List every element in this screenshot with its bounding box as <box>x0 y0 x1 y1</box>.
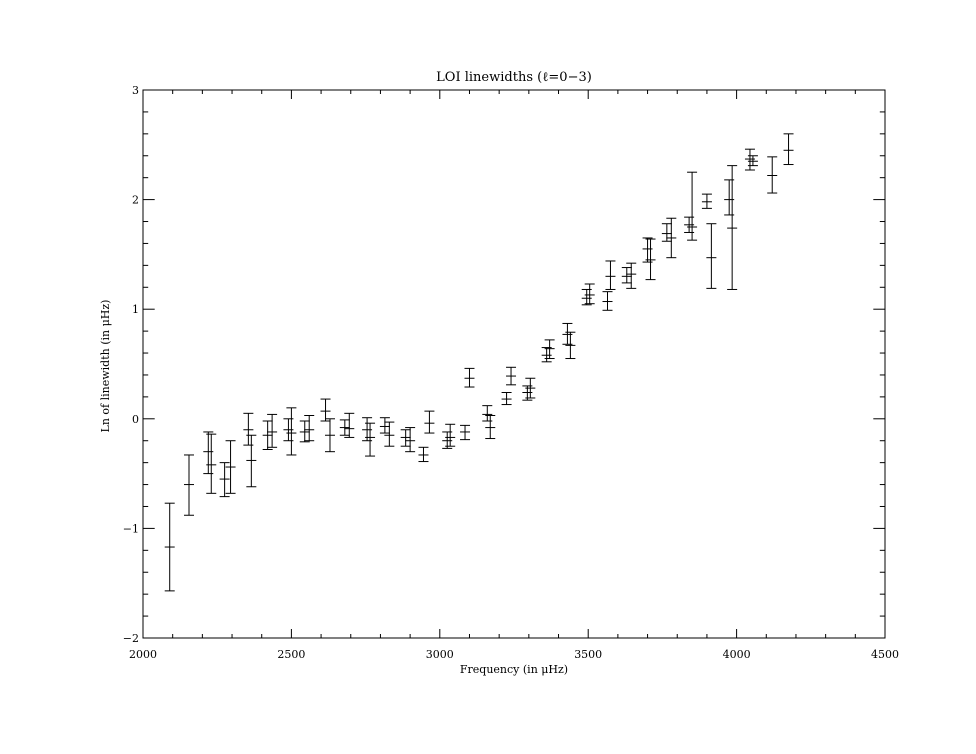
data-point <box>267 413 278 448</box>
data-point <box>666 217 677 259</box>
x-tick-label: 2000 <box>129 648 157 661</box>
data-point <box>605 260 616 290</box>
data-point <box>344 412 355 438</box>
data-point <box>262 420 273 450</box>
data-point <box>219 462 230 498</box>
data-point <box>506 366 517 386</box>
data-point <box>565 331 576 360</box>
data-point <box>203 431 214 475</box>
y-tick-label: 3 <box>132 84 139 97</box>
data-point <box>684 216 695 233</box>
data-point <box>384 421 395 447</box>
data-point <box>286 407 297 456</box>
data-point <box>706 223 717 289</box>
y-tick-label: 2 <box>132 194 139 207</box>
x-tick-label: 4000 <box>723 648 751 661</box>
data-point <box>701 193 712 209</box>
data-point <box>445 423 456 447</box>
data-point <box>584 283 595 305</box>
x-tick-labels: 2000 2500 3000 3500 4000 4500 <box>129 648 899 661</box>
data-point <box>645 238 656 281</box>
data-point <box>464 367 475 388</box>
data-point <box>164 502 175 592</box>
data-point <box>246 434 257 488</box>
data-point <box>626 262 637 289</box>
y-tick-label: 0 <box>132 413 139 426</box>
data-point <box>320 398 331 422</box>
data-point <box>424 410 435 434</box>
data-point <box>525 377 536 399</box>
chart-title: LOI linewidths (ℓ=0−3) <box>436 70 592 85</box>
x-tick-label: 2500 <box>277 648 305 661</box>
data-point <box>283 418 294 442</box>
data-point <box>339 419 350 436</box>
y-tick-label: −1 <box>123 522 139 535</box>
data-point <box>501 391 512 406</box>
data-point <box>642 237 653 263</box>
data-point <box>783 133 794 166</box>
plot-frame <box>142 89 886 639</box>
x-axis-label: Frequency (in μHz) <box>460 663 568 676</box>
data-point <box>661 223 672 242</box>
plot-area <box>142 89 886 639</box>
data-point <box>304 415 315 442</box>
data-point <box>767 156 778 194</box>
data-point <box>541 347 552 363</box>
data-point <box>482 405 493 422</box>
data-point <box>365 422 376 457</box>
data-point <box>544 339 555 360</box>
data-point <box>562 322 573 345</box>
data-point <box>206 433 217 494</box>
data-point <box>485 415 496 440</box>
data-point <box>602 291 613 311</box>
x-tick-label: 3500 <box>574 648 602 661</box>
y-tick-labels: −2 −1 0 1 2 3 <box>123 84 139 645</box>
data-point <box>747 155 758 167</box>
data-point <box>581 288 592 306</box>
data-point <box>400 429 411 447</box>
data-point <box>225 440 236 494</box>
y-axis-label: Ln of linewidth (in μHz) <box>99 300 112 433</box>
y-tick-label: −2 <box>123 632 139 645</box>
x-tick-label: 3000 <box>426 648 454 661</box>
data-point <box>687 171 698 241</box>
data-point <box>744 148 755 171</box>
data-point <box>621 267 632 284</box>
data-point <box>418 446 429 463</box>
data-point <box>184 454 195 516</box>
data-points <box>164 133 794 592</box>
data-point <box>724 179 735 216</box>
data-point <box>243 412 254 446</box>
data-point <box>460 424 471 441</box>
axis-ticks <box>142 89 886 639</box>
data-point <box>299 420 310 443</box>
data-point <box>727 165 738 290</box>
x-tick-label: 4500 <box>871 648 899 661</box>
data-point <box>324 418 335 453</box>
y-tick-label: 1 <box>132 303 139 316</box>
data-point <box>405 427 416 453</box>
data-point <box>379 417 390 434</box>
